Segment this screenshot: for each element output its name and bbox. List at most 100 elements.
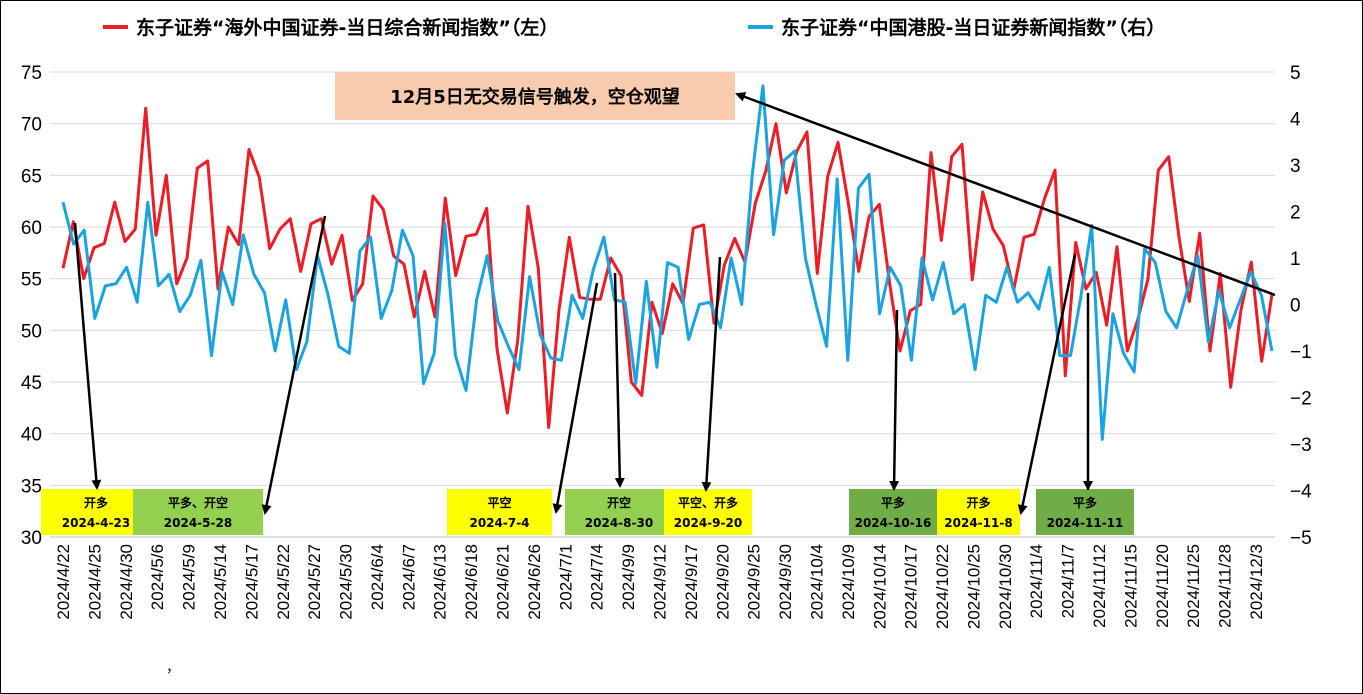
x-axis-tick: 2024/6/7 bbox=[399, 544, 418, 610]
series-layer bbox=[61, 84, 1274, 441]
legend-label-left-series: 东子证券“海外中国证券-当日综合新闻指数”（左） bbox=[136, 16, 558, 39]
signal-box bbox=[849, 489, 937, 535]
signal-annotation: 平空 2024-7-4 bbox=[447, 489, 552, 535]
signal-date: 2024-11-8 bbox=[944, 516, 1012, 530]
signal-box bbox=[565, 489, 673, 535]
x-axis-tick: 2024/4/22 bbox=[54, 544, 73, 620]
signal-annotation: 开多 2024-11-8 bbox=[937, 489, 1020, 535]
series-line-left-news-index bbox=[61, 106, 1274, 429]
x-axis-tick-labels: 2024/4/22 2024/4/25 2024/4/30 2024/5/6 2024/… bbox=[54, 544, 1266, 629]
right-axis-tick: −5 bbox=[1290, 528, 1312, 549]
x-axis-tick: 2024/11/15 bbox=[1121, 544, 1140, 628]
signal-label: 开空 bbox=[607, 495, 631, 510]
signal-box bbox=[41, 489, 151, 535]
x-axis-tick: 2024/5/14 bbox=[211, 544, 230, 620]
signal-date: 2024-8-30 bbox=[585, 516, 653, 530]
signal-annotation: 平多、开空 2024-5-28 bbox=[133, 489, 263, 535]
left-axis-tick: 60 bbox=[21, 218, 42, 239]
signal-date: 2024-11-11 bbox=[1047, 516, 1124, 530]
series-line-right-hk-news-index bbox=[61, 84, 1274, 441]
x-axis-tick: 2024/9/17 bbox=[682, 544, 701, 620]
right-axis-tick-labels: −5 −4 −3 −2 −1 0 1 2 3 4 5 bbox=[1290, 63, 1312, 549]
right-axis-tick: 2 bbox=[1290, 203, 1301, 224]
signal-annotation: 平空、开多 2024-9-20 bbox=[664, 489, 752, 535]
left-axis-tick: 30 bbox=[21, 528, 42, 549]
left-axis-tick: 75 bbox=[21, 63, 42, 84]
callout-box bbox=[335, 72, 735, 120]
x-axis-tick: 2024/6/18 bbox=[462, 544, 481, 620]
x-axis-tick: 2024/10/30 bbox=[996, 544, 1015, 629]
right-axis-tick: 1 bbox=[1290, 249, 1301, 270]
x-axis-tick: 2024/9/30 bbox=[776, 544, 795, 620]
x-axis-tick: 2024/7/4 bbox=[588, 544, 607, 610]
signal-annotation: 开空 2024-8-30 bbox=[565, 489, 673, 535]
signal-date: 2024-5-28 bbox=[164, 516, 232, 530]
x-axis-tick: 2024/10/17 bbox=[902, 544, 921, 629]
x-axis-tick: 2024/11/28 bbox=[1216, 544, 1235, 628]
legend: 东子证券“海外中国证券-当日综合新闻指数”（左） 东子证券“中国港股-当日证券新… bbox=[103, 16, 1165, 39]
x-axis-tick: 2024/7/1 bbox=[556, 544, 575, 610]
right-axis-tick: 0 bbox=[1290, 296, 1301, 317]
signal-annotation: 开多 2024-4-23 bbox=[41, 489, 151, 535]
signal-arrow bbox=[261, 215, 327, 515]
callout-text: 12月5日无交易信号触发，空仓观望 bbox=[390, 86, 680, 108]
x-axis-tick: 2024/9/9 bbox=[619, 544, 638, 610]
x-axis-tick: 2024/12/3 bbox=[1247, 544, 1266, 620]
signal-box bbox=[133, 489, 263, 535]
right-axis-tick: 3 bbox=[1290, 156, 1301, 177]
x-axis-tick: 2024/9/20 bbox=[713, 544, 732, 620]
stray-mark: ， bbox=[166, 660, 180, 676]
signal-arrow bbox=[552, 282, 599, 514]
x-axis-tick: 2024/5/22 bbox=[274, 544, 293, 620]
signal-date: 2024-10-16 bbox=[855, 516, 932, 530]
signal-label: 平空、开多 bbox=[678, 495, 738, 510]
left-axis-tick: 40 bbox=[21, 425, 42, 446]
signal-arrow bbox=[73, 222, 102, 490]
signal-label: 开多 bbox=[84, 495, 108, 510]
signal-date: 2024-4-23 bbox=[62, 516, 130, 530]
left-axis-tick: 55 bbox=[21, 270, 42, 291]
signal-annotation-layer: 开多 2024-4-23 平多、开空 2024-5-28 平空 2024-7-4 开空 202… bbox=[41, 489, 1134, 535]
right-axis-tick: 5 bbox=[1290, 63, 1301, 84]
left-axis-tick: 35 bbox=[21, 476, 42, 497]
signal-date: 2024-7-4 bbox=[469, 516, 529, 530]
x-axis-tick: 2024/11/20 bbox=[1153, 544, 1172, 628]
right-axis-tick: −4 bbox=[1290, 482, 1312, 503]
x-axis-tick: 2024/10/14 bbox=[870, 544, 889, 629]
signal-box bbox=[1036, 489, 1134, 535]
signal-box bbox=[447, 489, 552, 535]
signal-arrow bbox=[889, 309, 900, 491]
signal-arrow bbox=[701, 256, 722, 492]
x-axis-tick: 2024/10/25 bbox=[964, 544, 983, 629]
callout: 12月5日无交易信号触发，空仓观望 bbox=[335, 72, 735, 120]
x-axis-tick: 2024/11/25 bbox=[1184, 544, 1203, 628]
signal-annotation: 平多 2024-10-16 bbox=[849, 489, 937, 535]
signal-label: 平空 bbox=[487, 495, 511, 510]
x-axis-tick: 2024/10/9 bbox=[839, 544, 858, 620]
signal-box bbox=[937, 489, 1020, 535]
right-axis-tick: 4 bbox=[1290, 110, 1301, 131]
signal-label: 平多 bbox=[881, 495, 905, 510]
signal-date: 2024-9-20 bbox=[674, 516, 742, 530]
signal-label: 开多 bbox=[966, 495, 990, 510]
left-axis-tick: 70 bbox=[21, 115, 42, 136]
right-axis-tick: −3 bbox=[1290, 435, 1312, 456]
x-axis-tick: 2024/6/13 bbox=[431, 544, 450, 620]
signal-box bbox=[664, 489, 752, 535]
signal-annotation: 平多 2024-11-11 bbox=[1036, 489, 1134, 535]
x-axis-tick: 2024/5/27 bbox=[305, 544, 324, 620]
x-axis-tick: 2024/11/7 bbox=[1059, 544, 1078, 618]
left-axis-tick: 45 bbox=[21, 373, 42, 394]
signal-arrow bbox=[613, 272, 625, 488]
x-axis-tick: 2024/9/25 bbox=[745, 544, 764, 620]
signal-label: 平多 bbox=[1073, 495, 1097, 510]
signal-arrow bbox=[1017, 253, 1077, 515]
left-axis-tick: 50 bbox=[21, 321, 42, 342]
x-axis-tick: 2024/6/4 bbox=[368, 544, 387, 610]
right-axis-tick: −2 bbox=[1290, 389, 1312, 410]
x-axis-tick: 2024/11/12 bbox=[1090, 544, 1109, 628]
x-axis-tick: 2024/5/6 bbox=[148, 544, 167, 610]
x-axis-tick: 2024/6/21 bbox=[494, 544, 513, 620]
right-axis-tick: −1 bbox=[1290, 342, 1312, 363]
signal-label: 平多、开空 bbox=[168, 495, 228, 510]
